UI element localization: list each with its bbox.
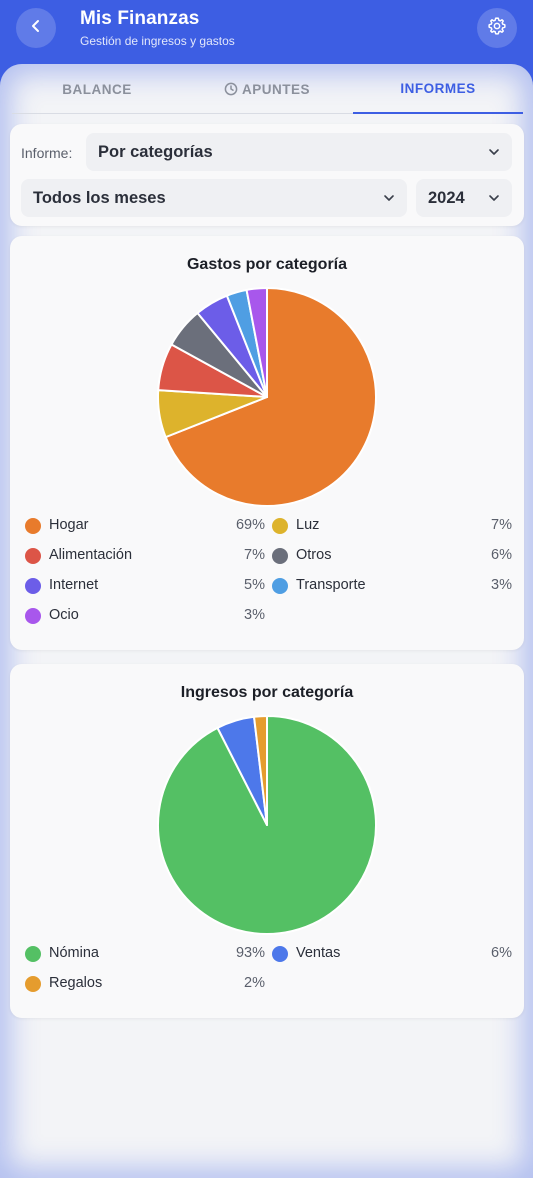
- chevron-left-icon: [28, 18, 44, 39]
- tab-label: INFORMES: [400, 80, 476, 96]
- gear-icon: [487, 16, 507, 41]
- legend-label: Hogar: [49, 517, 89, 533]
- legend-label: Ocio: [49, 607, 79, 623]
- legend-item: Luz 7%: [272, 516, 512, 536]
- pie-slice-hogar[interactable]: [164, 287, 377, 507]
- tab-informes[interactable]: INFORMES: [353, 64, 523, 114]
- expenses-chart-card: Gastos por categoría Hogar 69% Luz 7% Alimen…: [10, 236, 524, 650]
- legend-percentage: 2%: [244, 975, 265, 991]
- legend-item: Alimentación 7%: [25, 546, 265, 566]
- legend-percentage: 69%: [235, 517, 265, 533]
- tab-label: BALANCE: [62, 81, 132, 97]
- legend-percentage: 7%: [244, 547, 265, 563]
- legend-label: Internet: [49, 577, 99, 593]
- legend-percentage: 3%: [244, 607, 265, 623]
- app-title: Mis Finanzas: [80, 8, 200, 29]
- legend-label: Regalos: [49, 975, 103, 991]
- report-label: Informe:: [21, 145, 73, 161]
- report-select-value: Por categorías: [98, 142, 213, 161]
- year-select[interactable]: 2024: [416, 179, 512, 217]
- legend-label: Transporte: [296, 577, 366, 593]
- chart-title: Ingresos por categoría: [180, 684, 354, 701]
- tab-balance[interactable]: BALANCE: [12, 64, 182, 114]
- app-header: Mis Finanzas Gestión de ingresos y gasto…: [0, 0, 533, 64]
- tab-apuntes[interactable]: APUNTES: [182, 64, 352, 114]
- legend-label: Luz: [296, 517, 320, 533]
- legend-item: Ocio 3%: [25, 606, 265, 626]
- legend-swatch: [25, 548, 41, 564]
- legend-item: Transporte 3%: [272, 576, 512, 596]
- legend-item: Nómina 93%: [25, 944, 265, 964]
- tab-label: APUNTES: [241, 81, 310, 97]
- legend-item: Internet 5%: [25, 576, 265, 596]
- legend-swatch: [25, 946, 41, 962]
- legend-item: Hogar 69%: [25, 516, 265, 536]
- back-button[interactable]: [16, 8, 56, 48]
- app-subtitle: Gestión de ingresos y gastos: [80, 34, 235, 48]
- legend-percentage: 3%: [491, 577, 512, 593]
- pie-slice-regalos[interactable]: [253, 715, 268, 826]
- legend-label: Nómina: [49, 945, 99, 961]
- year-select-value: 2024: [428, 188, 465, 207]
- legend-item: Regalos 2%: [25, 974, 265, 994]
- legend-label: Ventas: [296, 945, 341, 961]
- month-select-value: Todos los meses: [33, 188, 166, 207]
- month-select[interactable]: Todos los meses: [21, 179, 407, 217]
- legend-item: Otros 6%: [272, 546, 512, 566]
- filter-card: Informe: Por categorías Todos los meses …: [10, 124, 524, 226]
- legend-swatch: [25, 976, 41, 992]
- legend-swatch: [272, 548, 288, 564]
- legend-swatch: [25, 578, 41, 594]
- legend-swatch: [272, 946, 288, 962]
- legend-swatch: [25, 518, 41, 534]
- settings-button[interactable]: [477, 8, 517, 48]
- pie-slice-nómina[interactable]: [157, 715, 377, 935]
- pie-slice-ocio[interactable]: [245, 287, 268, 398]
- chevron-down-icon: [488, 146, 500, 158]
- legend-swatch: [272, 518, 288, 534]
- income-chart-card: Ingresos por categoría Nómina 93% Ventas 6%…: [10, 664, 524, 1018]
- chevron-down-icon: [488, 192, 500, 204]
- legend-label: Otros: [296, 547, 332, 563]
- legend-item: Ventas 6%: [272, 944, 512, 964]
- clock-icon: [224, 82, 238, 96]
- tab-bar: BALANCE APUNTES INFORMES: [12, 64, 524, 114]
- legend-label: Alimentación: [49, 547, 133, 563]
- legend-percentage: 7%: [491, 517, 512, 533]
- chevron-down-icon: [383, 192, 395, 204]
- legend-swatch: [272, 578, 288, 594]
- chart-title: Gastos por categoría: [186, 256, 348, 273]
- income-pie-chart: [157, 715, 377, 935]
- report-select[interactable]: Por categorías: [86, 133, 512, 171]
- expenses-pie-chart: [157, 287, 377, 507]
- main-sheet: BALANCE APUNTES INFORMES Informe: Por ca…: [0, 64, 533, 1178]
- legend-percentage: 93%: [235, 945, 265, 961]
- legend-percentage: 6%: [491, 945, 512, 961]
- legend-percentage: 6%: [491, 547, 512, 563]
- legend-percentage: 5%: [244, 577, 265, 593]
- legend-swatch: [25, 608, 41, 624]
